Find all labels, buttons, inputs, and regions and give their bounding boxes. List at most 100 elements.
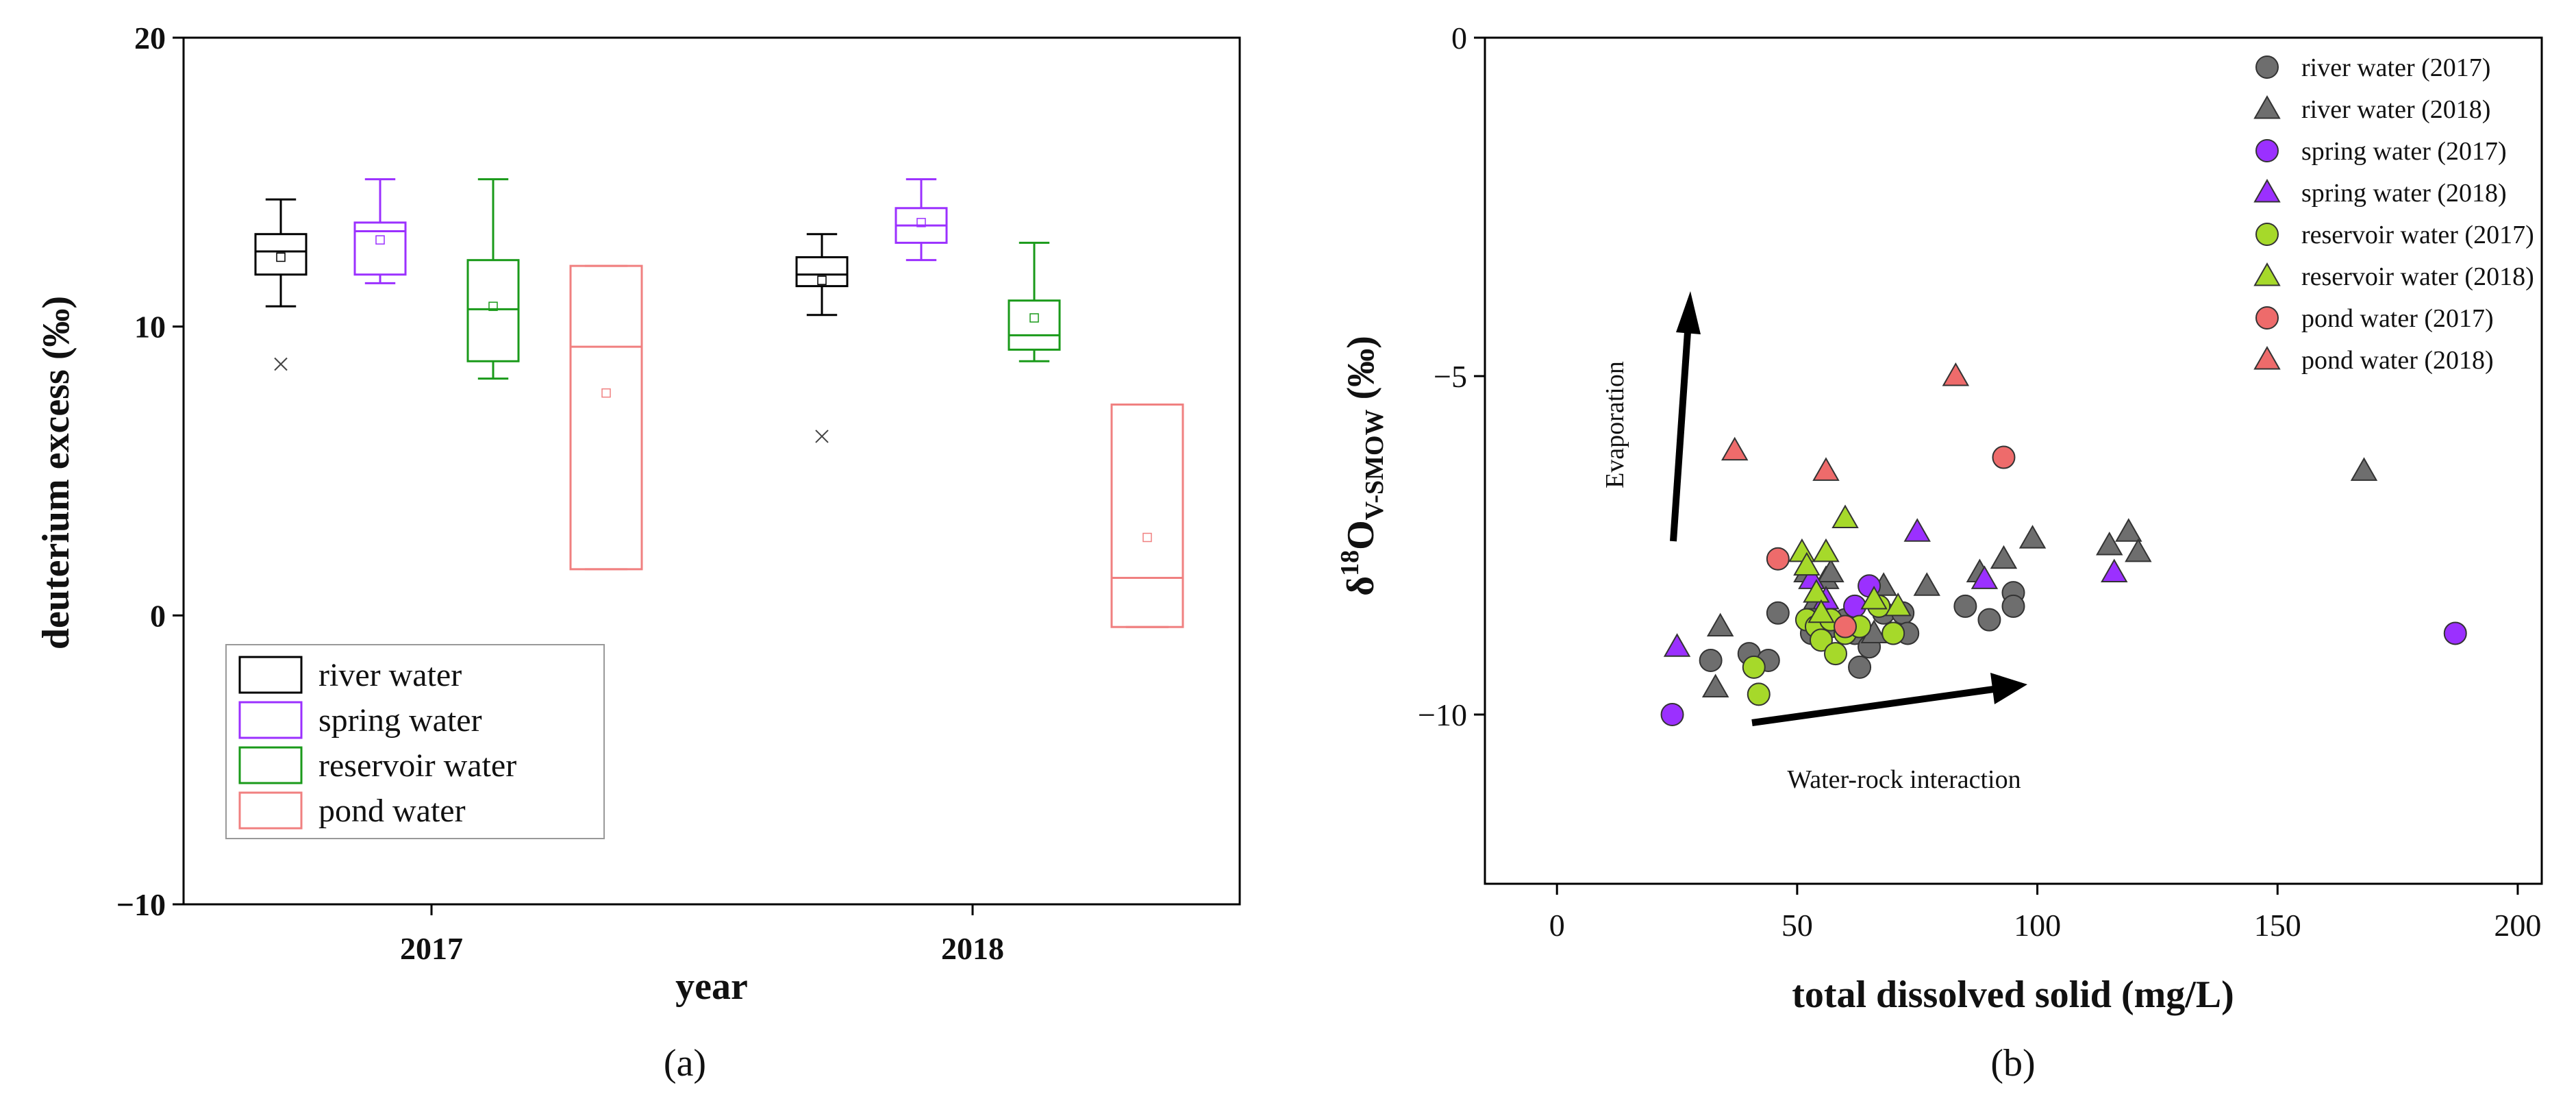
panel-a-y-tick-label: −10 xyxy=(116,887,166,922)
series-pond-water-2018- xyxy=(1721,362,1970,481)
scatter-point xyxy=(2443,621,2467,645)
panel-b-x-tick-label: 200 xyxy=(2494,908,2541,943)
scatter-point xyxy=(1834,615,1858,639)
box-mean-marker xyxy=(276,252,286,262)
box-iqr xyxy=(254,233,308,276)
box-iqr xyxy=(795,256,849,288)
scatter-point xyxy=(1766,547,1790,571)
panel-b-x-tick-label: 100 xyxy=(2014,908,2061,943)
box-reservoir-water-2018 xyxy=(1008,241,1061,362)
panel-b-y-axis-label: δ18OV-SMOW (‰) xyxy=(1336,336,1389,596)
panel-b-x-ticks: 0 50 100 150 200 xyxy=(1549,884,2541,943)
water-rock-arrow xyxy=(1751,673,2027,726)
panel-b-label: (b) xyxy=(1990,1042,2035,1085)
scatter-point xyxy=(1823,642,1847,666)
scatter-point xyxy=(2096,531,2123,556)
panel-a-plot-frame xyxy=(182,36,1241,906)
legend-label-river-water-2017-: river water (2017) xyxy=(2301,53,2490,82)
box-mean-marker xyxy=(1142,532,1152,543)
scatter-point xyxy=(1860,586,1888,610)
scatter-point xyxy=(1793,552,1821,576)
box-reservoir-water-2017 xyxy=(466,178,520,380)
legend-label-spring-water-2018-: spring water (2018) xyxy=(2301,179,2507,208)
panel-b-y-ticks: 0 −5 −10 xyxy=(1418,21,1485,732)
scatter-point xyxy=(1848,655,1872,679)
legend-marker-pond-water-2018- xyxy=(2253,345,2281,370)
legend-label-pond-water-2018-: pond water (2018) xyxy=(2301,346,2494,375)
scatter-point xyxy=(1831,504,1859,528)
panel-a-y-axis-label: deuterium excess (‰) xyxy=(35,296,77,649)
panel-b-y-tick-label: −5 xyxy=(1434,359,1467,394)
scatter-point xyxy=(1913,572,1940,596)
scatter-point xyxy=(2115,518,2142,542)
legend-label-reservoir-water-2017-: reservoir water (2017) xyxy=(2301,221,2534,249)
box-iqr xyxy=(466,259,520,362)
scatter-point xyxy=(2125,538,2152,562)
legend-swatch-reservoir-water xyxy=(238,746,303,784)
legend-label-spring-water-2017-: spring water (2017) xyxy=(2301,137,2507,166)
panel-b-plot-frame xyxy=(1484,36,2543,885)
scatter-point xyxy=(1803,579,1830,603)
scatter-point xyxy=(1788,538,1816,562)
scatter-point xyxy=(2018,525,2047,549)
scatter-point xyxy=(1706,612,1734,637)
scatter-point xyxy=(1663,633,1691,657)
scatter-point xyxy=(1942,362,1970,386)
legend-marker-pond-water-2017- xyxy=(2255,306,2279,330)
panel-a-label: (a) xyxy=(664,1042,706,1085)
box-iqr xyxy=(353,221,407,276)
legend-swatch-river-water xyxy=(238,656,303,694)
panel-b-legend: river water (2017) river water (2018) spri… xyxy=(2253,53,2534,375)
box-river-water-2017 xyxy=(254,198,308,371)
legend-label-river-water-2018-: river water (2018) xyxy=(2301,95,2490,124)
box-pond-water-2017 xyxy=(569,264,643,571)
panel-b-x-tick-label: 150 xyxy=(2254,908,2301,943)
legend-marker-spring-water-2017- xyxy=(2255,139,2279,162)
box-outlier xyxy=(815,430,829,443)
legend-label-pond-water: pond water xyxy=(318,793,466,829)
scatter-point xyxy=(1971,565,1999,589)
box-mean-marker xyxy=(375,235,385,245)
panel-a-boxes xyxy=(254,178,1184,628)
panel-a-boxplot: −10 0 10 20 2017 2018 deuterium excess (‰) y… xyxy=(35,21,1241,1085)
box-pond-water-2018 xyxy=(1110,404,1184,628)
scatter-point xyxy=(1701,673,1729,697)
legend-label-river-water: river water xyxy=(318,657,462,693)
legend-marker-river-water-2018- xyxy=(2253,95,2281,119)
series-spring-water-2017- xyxy=(1660,574,2467,726)
box-iqr xyxy=(1110,404,1184,628)
scatter-point xyxy=(1660,703,1684,726)
scatter-point xyxy=(1817,558,1845,583)
panel-a-x-tick-label: 2017 xyxy=(400,931,463,966)
legend-marker-reservoir-water-2017- xyxy=(2255,223,2279,246)
scatter-point xyxy=(1766,601,1790,625)
legend-label-pond-water-2017-: pond water (2017) xyxy=(2301,304,2494,333)
scatter-point xyxy=(1990,545,2018,569)
box-mean-marker xyxy=(817,275,827,285)
panel-a-y-tick-label: 10 xyxy=(134,310,166,345)
panel-a-y-ticks: −10 0 10 20 xyxy=(116,21,184,922)
panel-a-y-tick-label: 0 xyxy=(150,598,166,633)
box-mean-marker xyxy=(488,301,498,311)
series-pond-water-2017- xyxy=(1766,445,2016,639)
scatter-point xyxy=(1884,592,1912,617)
box-mean-marker xyxy=(601,388,611,398)
panel-b-y-tick-label: 0 xyxy=(1451,21,1467,55)
scatter-point xyxy=(2101,558,2128,583)
scatter-point xyxy=(1977,608,2001,632)
panel-a-x-tick-label: 2018 xyxy=(941,931,1004,966)
panel-b-y-tick-label: −10 xyxy=(1418,697,1467,732)
legend-marker-reservoir-water-2018- xyxy=(2253,262,2281,286)
panel-b-points xyxy=(1660,362,2467,726)
legend-label-spring-water: spring water xyxy=(318,702,482,739)
evaporation-label: Evaporation xyxy=(1601,361,1629,488)
series-reservoir-water-2018- xyxy=(1788,504,1912,623)
panel-a-x-axis-label: year xyxy=(675,965,748,1008)
scatter-point xyxy=(1992,445,2016,469)
scatter-point xyxy=(1808,599,1835,623)
legend-marker-spring-water-2018- xyxy=(2253,178,2281,203)
scatter-point xyxy=(1953,594,1977,618)
box-spring-water-2017 xyxy=(353,178,407,284)
series-river-water-2018- xyxy=(1701,457,2378,697)
panel-b-scatter: 0 −5 −10 0 50 100 150 200 δ18OV-SMOW (‰) total… xyxy=(1336,21,2543,1085)
